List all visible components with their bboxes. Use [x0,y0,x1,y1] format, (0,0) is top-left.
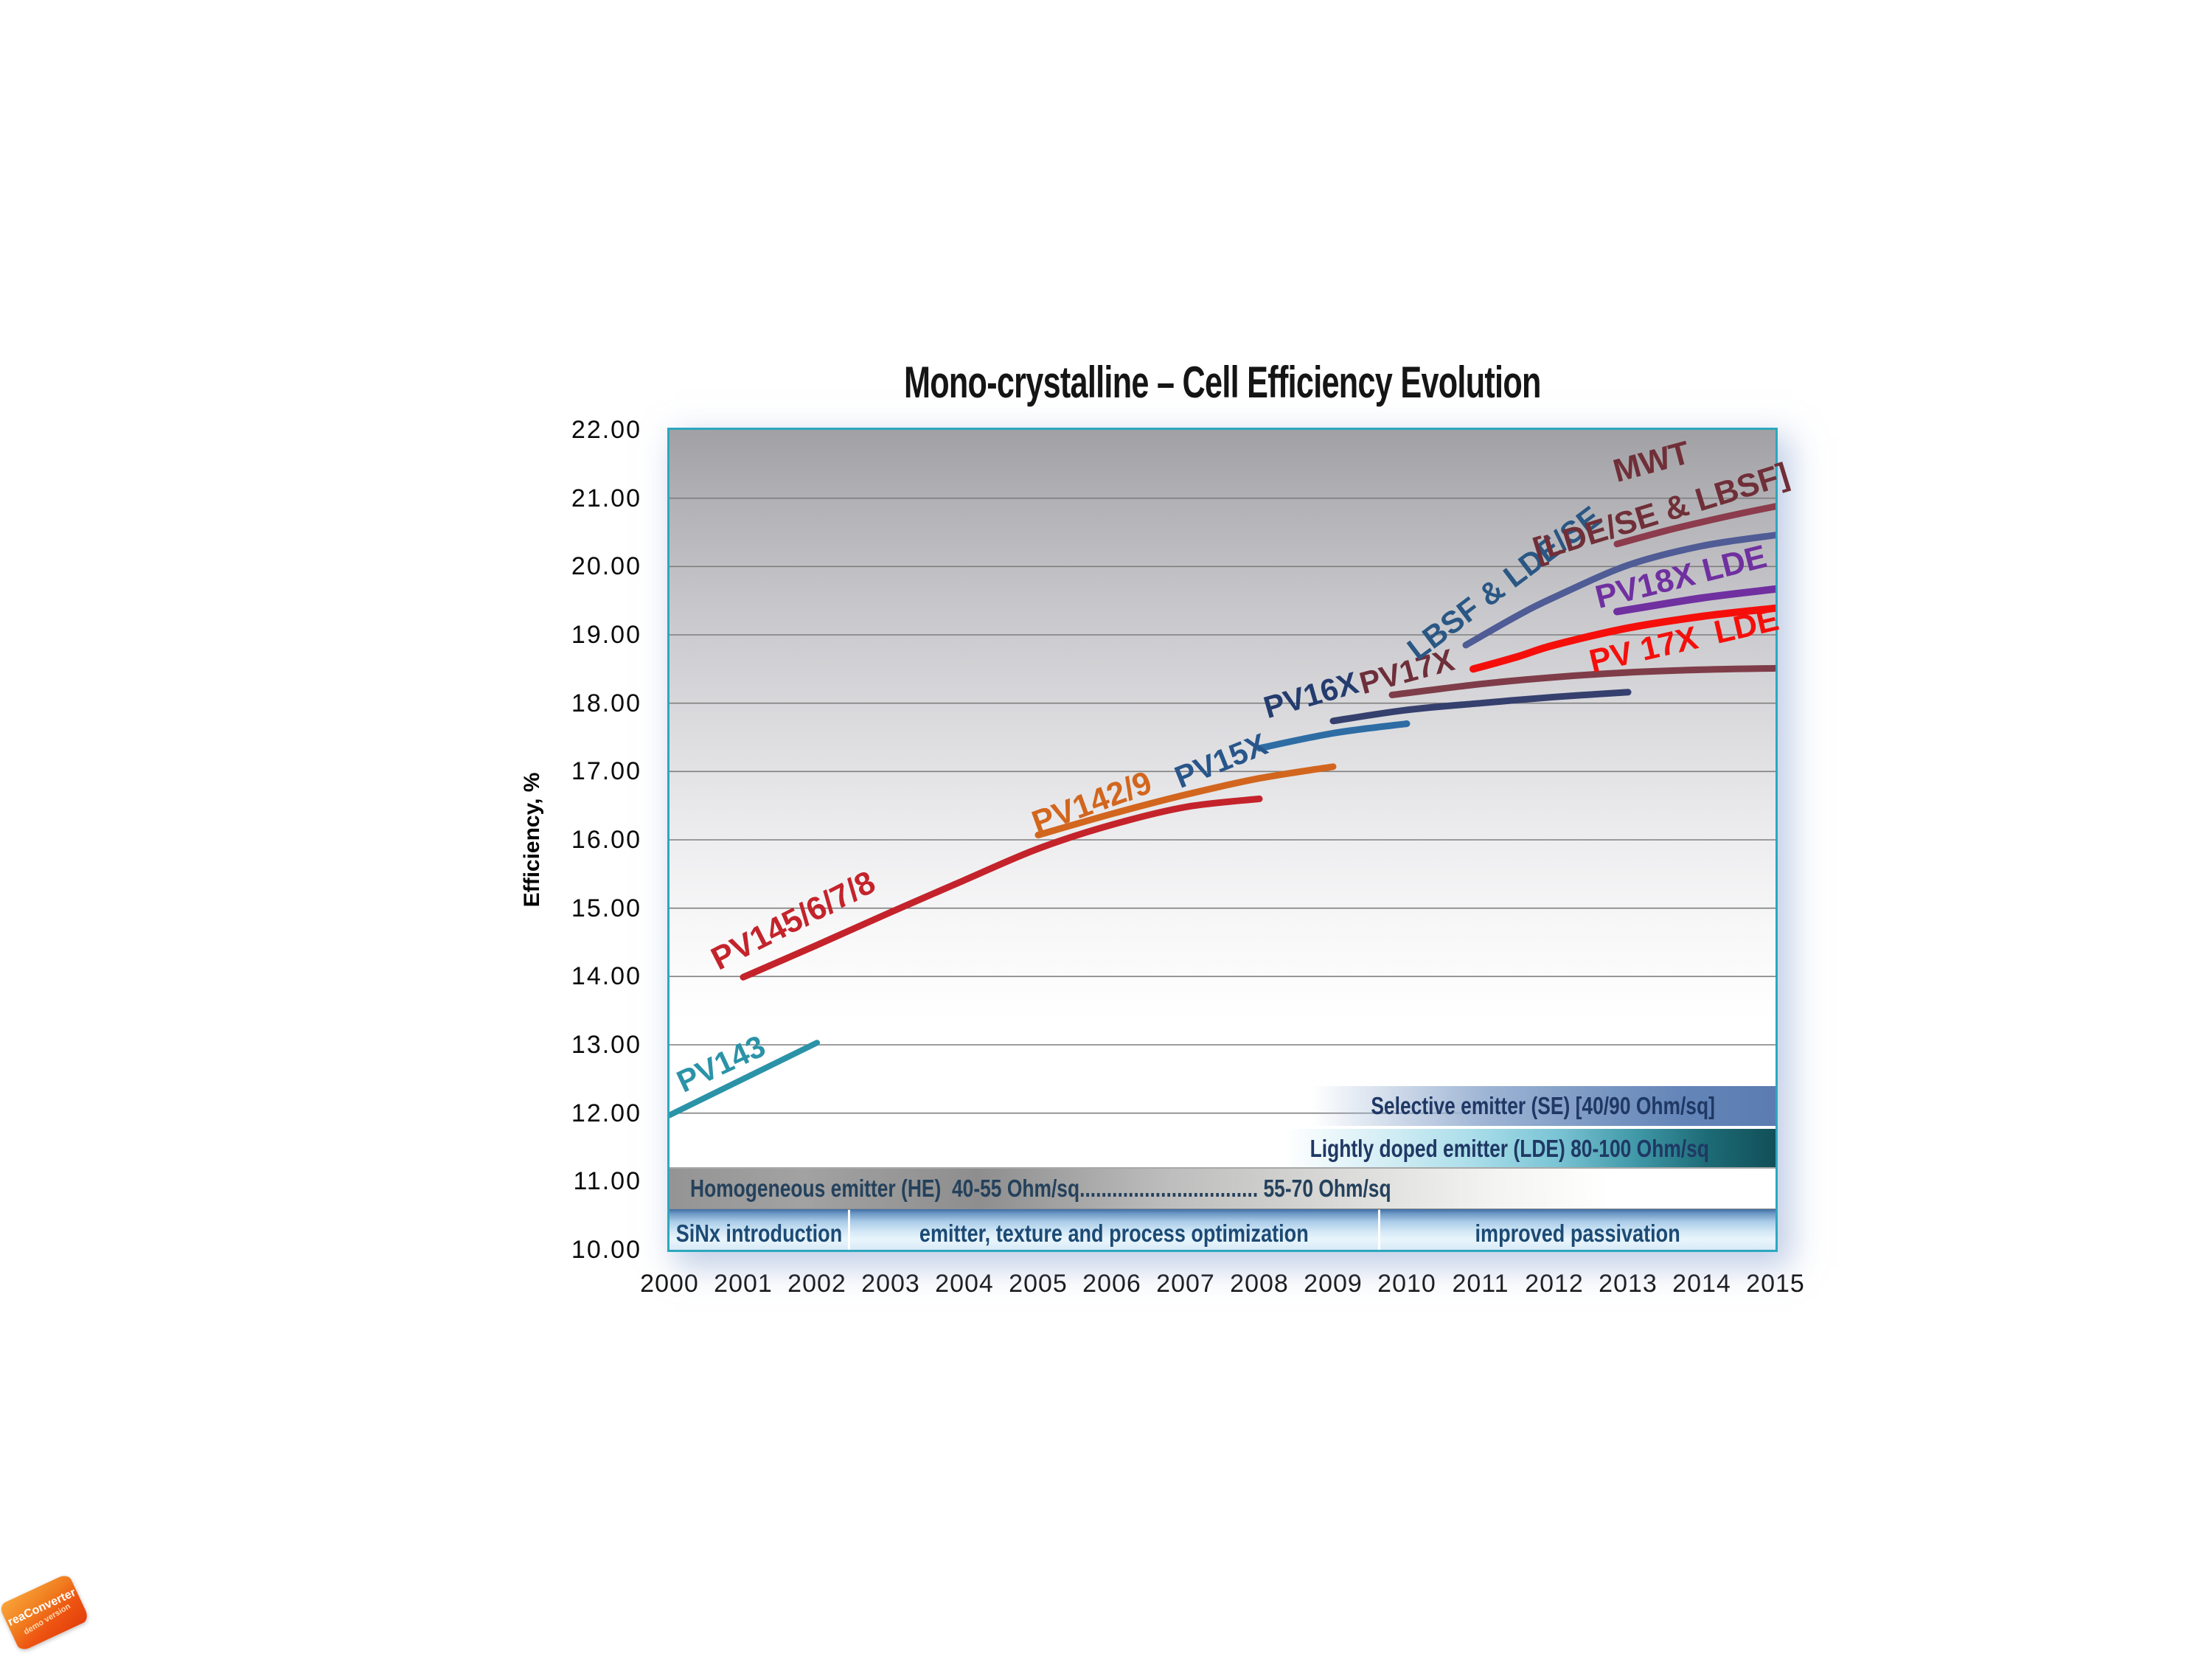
timeline-band-label: emitter, texture and process optimizatio… [919,1219,1309,1247]
timeline-band-label: improved passivation [1475,1219,1681,1247]
x-axis-tick-labels: 2000 2001 2002 2003 2004 2005 2006 2007 2008 2009… [640,1270,1804,1307]
x-tick-2013: 2013 [1599,1270,1658,1298]
chart-canvas [669,497,1775,1183]
plot-area: PV143 PV145/6/7/8 PV142/9 PV15X PV16X PV17X LB… [667,428,1793,1252]
y-tick-21.00: 21.00 [571,484,641,512]
annotation-bar-lightly-doped-emitter: Lightly doped emitter (LDE) 80-100 Ohm/s… [1284,1129,1775,1169]
series-line-pv15x [1256,720,1411,752]
timeline-band-sinx-introduction: SiNx introduction [669,1209,848,1250]
x-tick-2004: 2004 [935,1270,994,1298]
chart-title: Mono-crystalline – Cell Efficiency Evolu… [667,357,1778,408]
x-tick-2012: 2012 [1525,1270,1584,1298]
reaconverter-watermark: reaConverter demo version [0,1573,90,1652]
y-tick-22.00: 22.00 [571,416,641,444]
x-tick-2001: 2001 [714,1270,773,1298]
y-tick-19.00: 19.00 [571,621,641,649]
series-line-pv16x [1329,689,1632,725]
series-line-pv142-9 [1034,763,1337,838]
y-tick-12.00: 12.00 [571,1099,641,1127]
series-line-pv145-6-7-8 [740,795,1263,981]
timeline-band-label: SiNx introduction [675,1219,842,1247]
x-tick-2009: 2009 [1304,1270,1363,1298]
y-tick-20.00: 20.00 [571,552,641,580]
x-tick-2000: 2000 [640,1270,699,1298]
x-tick-2015: 2015 [1746,1270,1805,1298]
y-tick-13.00: 13.00 [571,1031,641,1059]
x-tick-2011: 2011 [1452,1270,1509,1298]
y-tick-17.00: 17.00 [571,757,641,785]
y-axis-tick-labels: 22.00 21.00 20.00 19.00 18.00 17.00 16.00 15.00… [457,416,641,1264]
x-tick-2003: 2003 [861,1270,920,1298]
annotation-bar-selective-emitter: Selective emitter (SE) [40/90 Ohm/sq] [1311,1086,1775,1126]
x-tick-2014: 2014 [1672,1270,1731,1298]
x-tick-2007: 2007 [1156,1270,1215,1298]
x-tick-2006: 2006 [1082,1270,1141,1298]
x-tick-2008: 2008 [1230,1270,1289,1298]
y-tick-14.00: 14.00 [571,962,641,990]
x-tick-2002: 2002 [787,1270,846,1298]
y-tick-18.00: 18.00 [571,689,641,717]
series-line-pv18x-lde [1613,585,1775,616]
x-tick-2005: 2005 [1009,1270,1068,1298]
timeline-band-emitter-texture-optimization: emitter, texture and process optimizatio… [850,1209,1378,1250]
chart-title-text: Mono-crystalline – Cell Efficiency Evolu… [904,358,1541,407]
series-line-lbsf-lde-se [1462,532,1775,649]
series-line-mwt-lde-se-lbsf- [1613,503,1775,548]
y-tick-10.00: 10.00 [571,1236,641,1264]
y-tick-15.00: 15.00 [571,894,641,922]
series-line-pv17x [1388,664,1775,698]
series-line-pv-17x-lde [1470,604,1775,673]
annotation-bar-label: Lightly doped emitter (LDE) 80-100 Ohm/s… [1310,1135,1710,1162]
y-tick-11.00: 11.00 [573,1167,641,1195]
y-tick-16.00: 16.00 [571,826,641,854]
annotation-bar-label: Selective emitter (SE) [40/90 Ohm/sq] [1371,1092,1716,1119]
annotation-bar-label: Homogeneous emitter (HE) 40-55 Ohm/sq...… [690,1175,1391,1202]
x-tick-2010: 2010 [1377,1270,1436,1298]
timeline-band-improved-passivation: improved passivation [1380,1209,1775,1250]
annotation-bar-homogeneous-emitter: Homogeneous emitter (HE) 40-55 Ohm/sq...… [669,1167,1775,1210]
series-line-pv143 [669,1040,820,1119]
